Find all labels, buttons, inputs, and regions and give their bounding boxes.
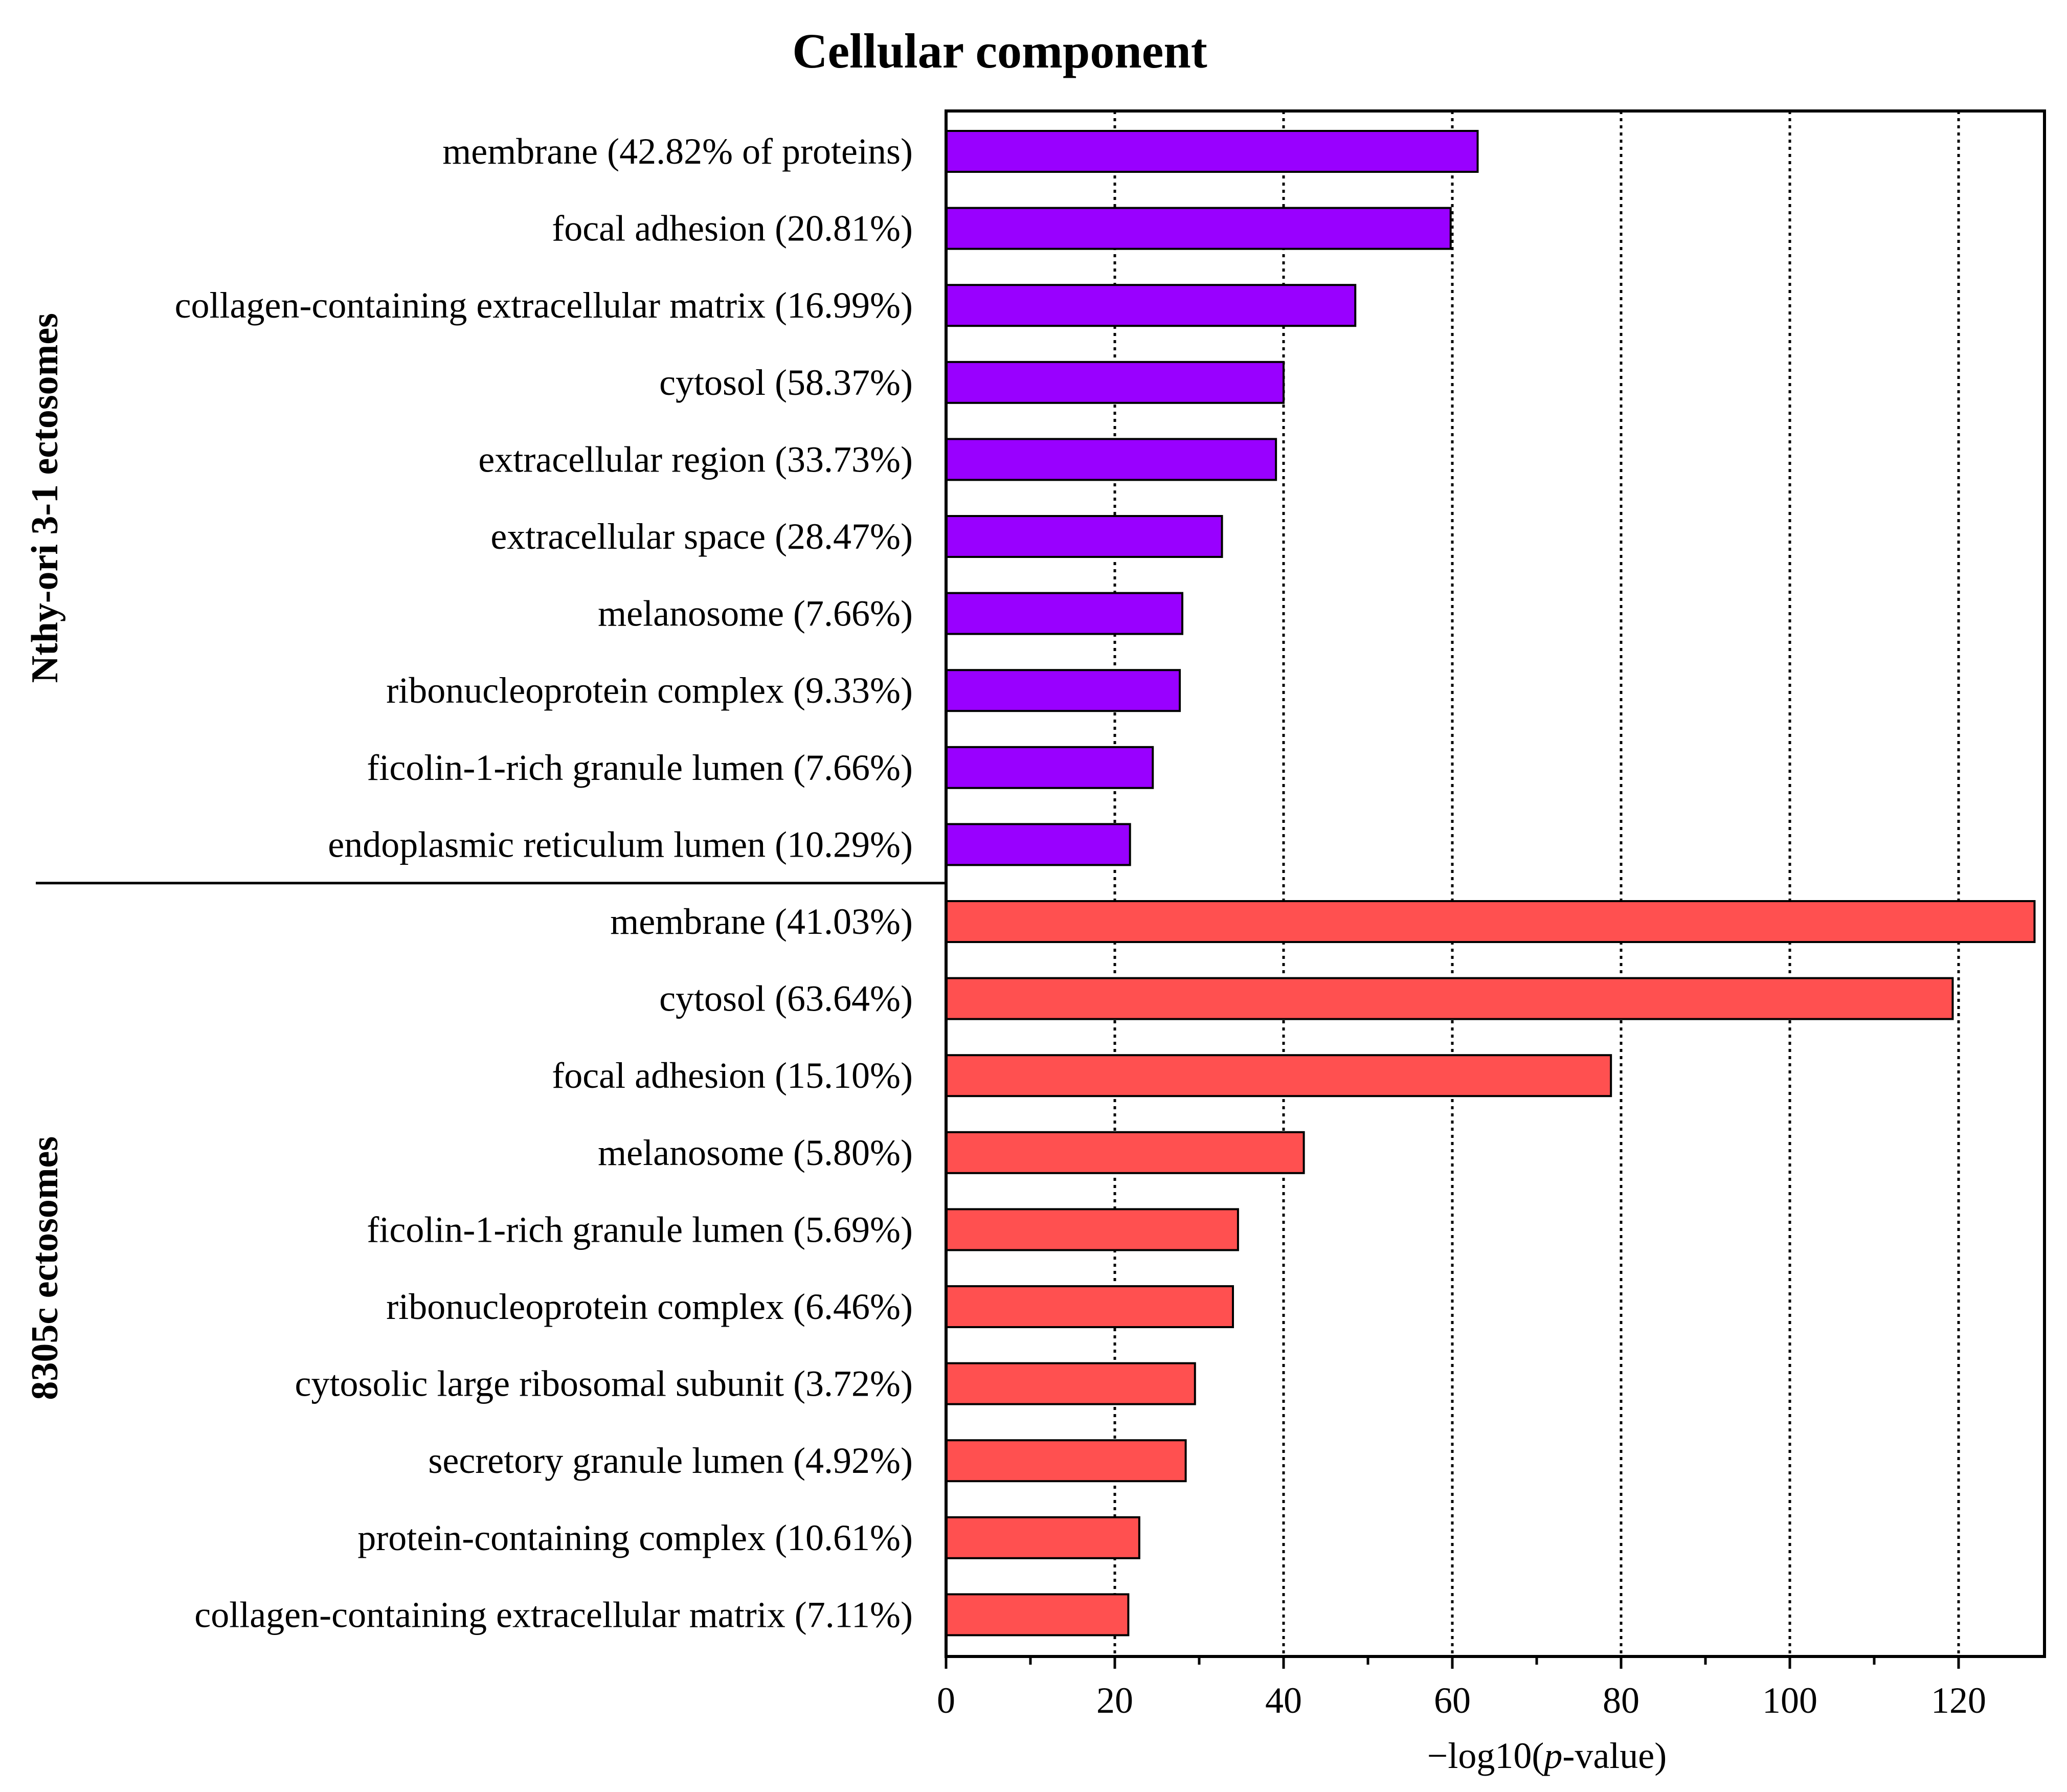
category-label: melanosome (5.80%) — [598, 1132, 913, 1173]
category-label: melanosome (7.66%) — [598, 593, 913, 634]
category-label: extracellular space (28.47%) — [490, 516, 913, 557]
grid-layer — [1113, 111, 1960, 1656]
bar — [945, 515, 1223, 558]
x-tick-label: 120 — [1931, 1680, 1986, 1721]
bar — [945, 823, 1131, 866]
x-tick-label: 40 — [1265, 1680, 1302, 1721]
bar — [945, 1208, 1239, 1251]
category-label: ribonucleoprotein complex (6.46%) — [386, 1286, 913, 1327]
category-label: cytosol (58.37%) — [659, 362, 913, 403]
category-label: focal adhesion (20.81%) — [552, 208, 913, 249]
category-label: extracellular region (33.73%) — [478, 439, 913, 480]
category-label: membrane (41.03%) — [610, 901, 913, 942]
bar — [945, 669, 1181, 712]
x-tick-label: 100 — [1762, 1680, 1817, 1721]
bar — [945, 1516, 1140, 1559]
bar — [945, 1054, 1612, 1097]
bar — [945, 284, 1357, 327]
bar — [945, 1439, 1187, 1483]
bar — [945, 130, 1479, 173]
category-label: endoplasmic reticulum lumen (10.29%) — [328, 824, 913, 865]
x-axis: 0 20 40 60 80 100 120 −log10(p-value) — [937, 1656, 1986, 1776]
category-label: ficolin-1-rich granule lumen (5.69%) — [367, 1209, 913, 1250]
group-label: 8305c ectosomes — [24, 1136, 66, 1400]
bar — [945, 438, 1277, 481]
category-label: ficolin-1-rich granule lumen (7.66%) — [367, 747, 913, 788]
category-label: cytosol (63.64%) — [659, 978, 913, 1019]
bar — [945, 207, 1452, 250]
bar — [945, 1131, 1305, 1174]
x-tick-label: 80 — [1603, 1680, 1639, 1721]
category-label: collagen-containing extracellular matrix… — [194, 1594, 913, 1635]
bar — [945, 1593, 1130, 1637]
category-label: protein-containing complex (10.61%) — [357, 1517, 913, 1558]
chart-title: Cellular component — [792, 24, 1207, 78]
category-label: focal adhesion (15.10%) — [552, 1055, 913, 1096]
group-labels: Nthy-ori 3-1 ectosomes 8305c ectosomes — [24, 313, 946, 1400]
bar — [945, 746, 1154, 789]
bar — [945, 1285, 1234, 1328]
x-axis-label: −log10(p-value) — [1427, 1735, 1667, 1776]
category-label: membrane (42.82% of proteins) — [442, 131, 913, 172]
plot-frame — [945, 109, 2046, 1658]
x-tick-label: 60 — [1434, 1680, 1471, 1721]
category-label: ribonucleoprotein complex (9.33%) — [386, 670, 913, 711]
group-label: Nthy-ori 3-1 ectosomes — [24, 313, 66, 683]
category-label: secretory granule lumen (4.92%) — [428, 1440, 913, 1481]
bar — [945, 977, 1954, 1020]
x-tick-label: 0 — [937, 1680, 955, 1721]
bar — [945, 1362, 1196, 1405]
category-label: cytosolic large ribosomal subunit (3.72%… — [295, 1363, 913, 1404]
category-labels: membrane (42.82% of proteins) focal adhes… — [175, 131, 913, 1635]
category-label: collagen-containing extracellular matrix… — [175, 285, 913, 326]
bar — [945, 361, 1285, 404]
bar — [945, 592, 1183, 635]
bar — [945, 900, 2036, 943]
x-tick-label: 20 — [1096, 1680, 1133, 1721]
bars-layer — [945, 130, 2036, 1637]
